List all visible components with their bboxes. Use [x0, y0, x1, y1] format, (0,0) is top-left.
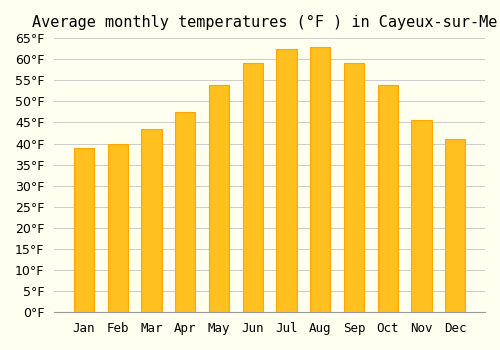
Bar [209, 84, 229, 312]
Bar [108, 144, 128, 312]
Bar [142, 129, 162, 312]
Title: Average monthly temperatures (°F ) in Cayeux-sur-Mer: Average monthly temperatures (°F ) in Ca… [32, 15, 500, 30]
Bar [445, 139, 466, 312]
Bar [412, 120, 432, 312]
Bar [310, 47, 330, 312]
Bar [175, 112, 196, 312]
Bar [276, 49, 296, 312]
Bar [378, 84, 398, 312]
Bar [242, 63, 263, 312]
Bar [74, 148, 94, 312]
Bar [344, 63, 364, 312]
